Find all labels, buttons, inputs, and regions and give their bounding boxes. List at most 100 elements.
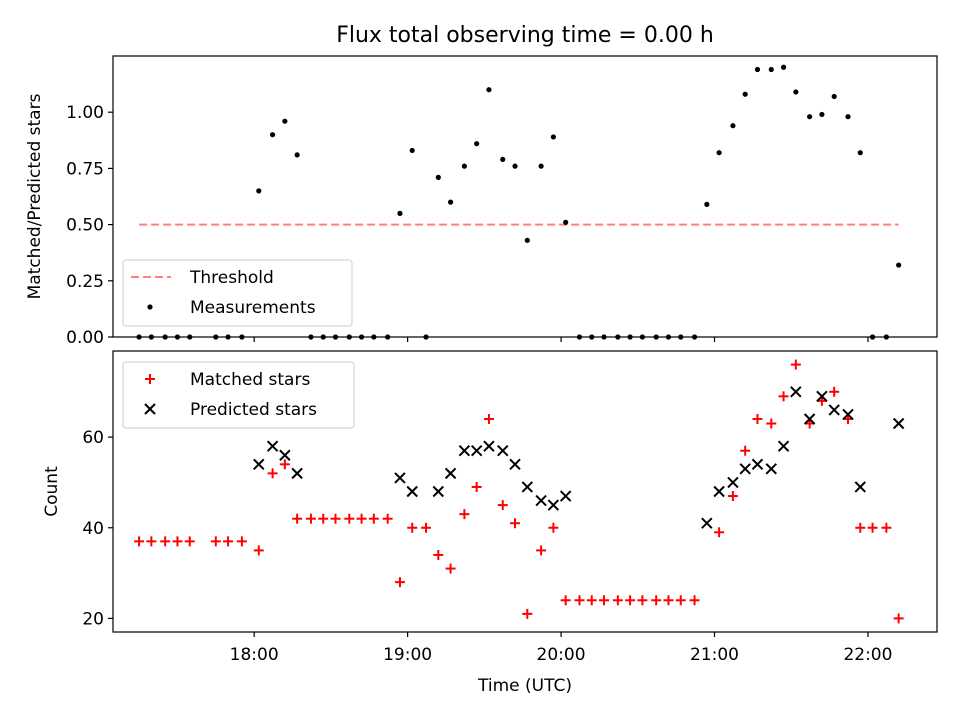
y-tick-label: 0.50: [66, 216, 104, 236]
marker-stroke: [816, 390, 828, 403]
predicted-star-marker: [483, 440, 495, 452]
marker-stroke: [727, 476, 739, 489]
matched-star-marker: [160, 536, 171, 547]
matched-star-marker: [483, 413, 494, 424]
matched-star-marker: [445, 563, 456, 574]
measurement-point: [397, 210, 403, 216]
marker-stroke: [739, 463, 751, 475]
legend-label: Threshold: [189, 268, 274, 288]
measurement-point: [524, 237, 530, 243]
measurement-point: [474, 141, 480, 147]
measurement-point: [538, 163, 544, 169]
measurement-point: [500, 156, 506, 163]
measurement-point: [704, 201, 710, 207]
measurement-point: [435, 174, 441, 180]
predicted-star-marker: [266, 440, 279, 452]
marker-stroke: [291, 467, 303, 480]
predicted-star-marker: [279, 449, 291, 461]
matched-star-marker: [855, 522, 866, 533]
measurement-point: [282, 118, 288, 124]
y-tick-label: 20: [82, 609, 104, 629]
matched-star-marker: [790, 359, 801, 370]
matched-star-marker: [714, 527, 725, 538]
predicted-star-marker: [458, 445, 471, 457]
matched-star-marker: [146, 536, 157, 547]
marker-stroke: [394, 472, 406, 484]
marker-stroke: [803, 413, 816, 425]
matched-star-marker: [548, 522, 559, 533]
measurement-point: [269, 132, 276, 138]
x-axis-label: Time (UTC): [477, 676, 572, 696]
matched-star-marker: [236, 536, 247, 547]
matched-star-marker: [586, 595, 597, 606]
matched-star-marker: [305, 513, 316, 524]
marker-stroke: [279, 449, 291, 461]
measurement-point: [807, 114, 813, 120]
legend: Threshold Measurements: [122, 259, 353, 327]
x-tick-label: 22:00: [843, 645, 892, 665]
matched-star-marker: [675, 595, 686, 606]
legend-box: [122, 361, 355, 429]
measurement-point: [256, 188, 262, 194]
matched-star-marker: [172, 536, 183, 547]
matched-star-marker: [766, 418, 777, 429]
predicted-star-marker: [470, 445, 483, 457]
y-tick-label: 0.00: [66, 328, 104, 348]
matched-star-marker: [134, 536, 145, 547]
matched-star-marker: [625, 595, 636, 606]
y-tick-label: 0.25: [66, 272, 104, 292]
measurement-point: [780, 64, 787, 70]
matched-star-marker: [184, 536, 195, 547]
predicted-star-marker: [701, 517, 713, 529]
measurement-point: [819, 111, 825, 118]
matched-star-marker: [471, 481, 482, 492]
legend-label: Predicted stars: [190, 400, 317, 420]
matched-star-marker: [459, 509, 470, 520]
matched-star-marker: [356, 513, 367, 524]
predicted-star-marker: [535, 494, 547, 507]
legend-box: [122, 259, 353, 327]
legend-entry: Predicted stars: [144, 400, 317, 420]
marker-stroke: [253, 458, 265, 471]
measurement-point: [793, 89, 799, 95]
matched-star-marker: [279, 459, 290, 470]
marker-stroke: [483, 440, 495, 452]
plot-frame: [112, 350, 938, 633]
marker-stroke: [470, 445, 483, 457]
matched-star-marker: [881, 522, 892, 533]
measurement-point: [716, 150, 722, 156]
predicted-star-marker: [432, 485, 445, 498]
bottom-panel: 20 40 60 18:00 19:00 20:00 21:00 22:00 Count Matc…: [42, 350, 938, 665]
predicted-star-marker: [521, 481, 534, 493]
marker-stroke: [535, 494, 547, 507]
measurement-point: [409, 147, 415, 154]
marker-stroke: [559, 490, 572, 502]
x-tick-label: 20:00: [537, 645, 586, 665]
x-tick-label: 21:00: [690, 645, 739, 665]
predicted-star-marker: [777, 440, 790, 452]
y-tick-label: 0.75: [66, 159, 104, 179]
legend-entry: Threshold: [131, 268, 274, 288]
y-tick-label: 60: [82, 428, 104, 448]
y-tick-label: 1.00: [66, 103, 104, 123]
matched-star-marker: [637, 595, 648, 606]
measurement-point: [730, 123, 736, 129]
predicted-star-marker: [816, 390, 828, 403]
predicted-star-marker: [751, 458, 764, 471]
matched-star-marker: [382, 513, 393, 524]
marker-stroke: [751, 458, 764, 471]
matched-star-marker: [344, 513, 355, 524]
matched-star-marker: [497, 500, 508, 511]
marker-stroke: [406, 485, 418, 498]
marker-stroke: [828, 404, 840, 416]
plot-frame: [112, 55, 938, 338]
matched-star-marker: [318, 513, 329, 524]
legend-entry: Measurements: [147, 298, 316, 318]
matched-star-marker: [536, 545, 547, 556]
marker-stroke: [521, 481, 534, 493]
measurement-point: [742, 91, 748, 97]
marker-stroke: [713, 485, 725, 498]
marker-stroke: [701, 517, 713, 529]
marker-stroke: [765, 463, 777, 475]
